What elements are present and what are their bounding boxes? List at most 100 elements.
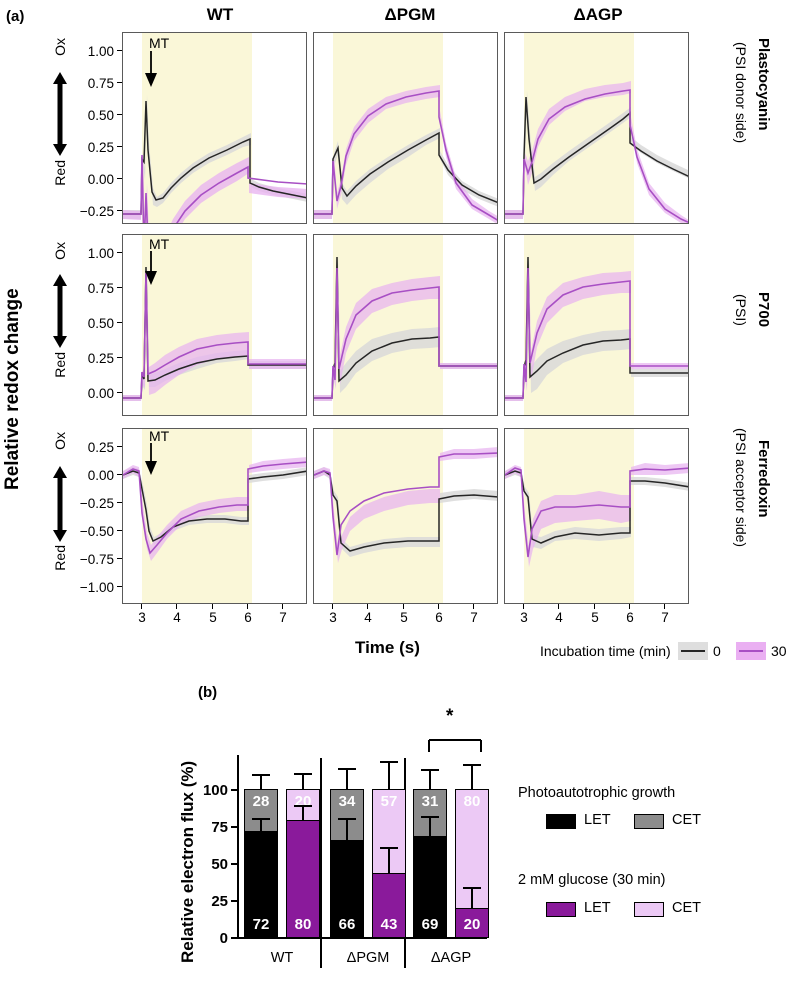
row-label-plastocyanin: Plastocyanin <box>755 38 772 131</box>
plot-ferredoxin-agp <box>504 428 689 604</box>
bar-value-agp-glucose-let: 20 <box>463 916 481 933</box>
bar-wt-photo-let <box>244 831 278 938</box>
plot-p700-wt: MT <box>122 234 307 416</box>
xtick-pgm-7: 7 <box>470 610 478 625</box>
legend-b-label-cet-glucose: CET <box>672 900 701 916</box>
legend-a-swatch-0 <box>678 642 708 660</box>
row1-redox-double-arrow <box>53 72 67 156</box>
errorbar-pgm-glucose <box>380 761 398 873</box>
significance-star: * <box>446 706 454 727</box>
bar-pgm-photo-let <box>330 840 364 938</box>
column-title-pgm: ΔPGM <box>384 5 436 24</box>
panel-a-y-axis-label: Relative redox change <box>2 288 23 490</box>
row1-ytick-1: 0.75 <box>87 76 114 91</box>
legend-b-swatch-let-purple <box>546 902 576 917</box>
row2-ytick-1: 0.75 <box>87 281 114 296</box>
legend-a-title: Incubation time (min) <box>540 643 671 659</box>
bar-value-agp-photo-cet: 31 <box>421 793 439 810</box>
panel-b-y-axis <box>237 755 240 939</box>
xtick-agp-3: 3 <box>520 610 528 625</box>
errorbar-agp-photo <box>421 769 439 837</box>
bar-agp-glucose-let <box>455 908 489 938</box>
legend-a-label-30: 30 <box>771 643 787 659</box>
mt-label-r2c1: MT <box>149 236 170 252</box>
row1-ytick-5: −0.25 <box>79 204 114 219</box>
row2-ox-label: Ox <box>52 242 68 260</box>
row2-redox-double-arrow <box>53 274 67 348</box>
row3-ytick-2: −0.25 <box>79 496 114 511</box>
legend-b-label-let-glucose: LET <box>584 900 611 916</box>
xtick-pgm-5: 5 <box>400 610 408 625</box>
legend-b-swatch-cet-gray <box>634 814 664 829</box>
legend-b-title-glucose: 2 mM glucose (30 min) <box>518 872 666 888</box>
legend-b-label-let-photo: LET <box>584 812 611 828</box>
group-separator-1 <box>320 758 323 968</box>
row1-ytick-4: 0.00 <box>87 172 114 187</box>
errorbar-pgm-photo <box>338 768 356 841</box>
row1-ox-label: Ox <box>52 38 68 56</box>
bar-value-pgm-photo-let: 66 <box>338 916 356 933</box>
bar-value-pgm-glucose-let: 43 <box>380 916 398 933</box>
row2-red-label: Red <box>52 352 68 378</box>
panel-b-ytick-100: 100 <box>202 782 228 799</box>
panel-b-tag: (b) <box>198 684 218 701</box>
row3-ytick-5: −1.00 <box>79 580 114 595</box>
bar-value-wt-photo-let: 72 <box>252 916 270 933</box>
row3-ytick-0: 0.25 <box>87 440 114 455</box>
bar-value-agp-photo-let: 69 <box>421 916 439 933</box>
row-sublabel-plastocyanin: (PSI donor side) <box>733 42 749 144</box>
errorbar-wt-glucose <box>294 773 312 820</box>
xtick-agp-5: 5 <box>591 610 599 625</box>
row3-ytick-1: 0.00 <box>87 468 114 483</box>
panel-b-ytick-0: 0 <box>219 930 228 947</box>
xtick-wt-4: 4 <box>173 610 181 625</box>
row-sublabel-p700: (PSI) <box>733 294 749 326</box>
bar-value-pgm-photo-cet: 34 <box>338 793 356 810</box>
xtick-wt-7: 7 <box>279 610 287 625</box>
bar-value-wt-photo-cet: 28 <box>252 793 270 810</box>
plot-ferredoxin-wt: MT <box>122 428 307 604</box>
legend-a-swatch-30 <box>736 642 766 660</box>
row3-ytick-4: −0.75 <box>79 552 114 567</box>
mt-label-r3c1: MT <box>149 428 170 444</box>
xtick-agp-7: 7 <box>661 610 669 625</box>
row3-redox-double-arrow <box>53 466 67 542</box>
errorbar-agp-glucose <box>463 764 481 908</box>
xtick-pgm-4: 4 <box>364 610 372 625</box>
row2-ytick-3: 0.25 <box>87 351 114 366</box>
legend-b-swatch-let-black <box>546 814 576 829</box>
mt-label-r1c1: MT <box>149 35 170 51</box>
row2-ytick-4: 0.00 <box>87 386 114 401</box>
row-label-ferredoxin: Ferredoxin <box>755 440 772 518</box>
plot-plastocyanin-pgm <box>313 32 498 224</box>
xtick-pgm-3: 3 <box>329 610 337 625</box>
errorbar-wt-photo <box>252 774 270 831</box>
row-label-p700: P700 <box>755 292 772 328</box>
row1-red-label: Red <box>52 160 68 186</box>
xtick-agp-4: 4 <box>555 610 563 625</box>
xtick-agp-6: 6 <box>626 610 634 625</box>
xtick-pgm-6: 6 <box>435 610 443 625</box>
panel-a-x-axis-label: Time (s) <box>355 638 420 657</box>
group-label-agp: ΔAGP <box>430 950 472 966</box>
legend-b-swatch-cet-lightpurple <box>634 902 664 917</box>
row3-ytick-3: −0.50 <box>79 524 114 539</box>
plot-plastocyanin-wt: MT <box>122 32 307 224</box>
row1-ytick-0: 1.00 <box>87 44 114 59</box>
panel-b-ytick-25: 25 <box>211 893 228 910</box>
row2-ytick-2: 0.50 <box>87 316 114 331</box>
group-label-pgm: ΔPGM <box>346 950 390 966</box>
group-label-wt: WT <box>270 950 294 966</box>
plot-p700-pgm <box>313 234 498 416</box>
panel-b-ytick-50: 50 <box>211 856 228 873</box>
row1-ytick-3: 0.25 <box>87 140 114 155</box>
plot-ferredoxin-pgm <box>313 428 498 604</box>
legend-b-title-photoautotrophic: Photoautotrophic growth <box>518 785 676 801</box>
xtick-wt-5: 5 <box>209 610 217 625</box>
row1-ytick-2: 0.50 <box>87 108 114 123</box>
bar-pgm-glucose-let <box>372 873 406 938</box>
bar-value-pgm-glucose-cet: 57 <box>380 793 398 810</box>
significance-bracket <box>428 739 482 752</box>
xtick-wt-6: 6 <box>244 610 252 625</box>
